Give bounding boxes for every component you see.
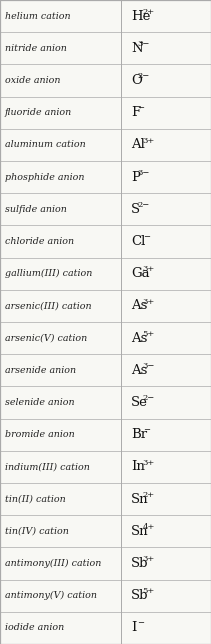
Text: oxide anion: oxide anion bbox=[5, 76, 61, 85]
Text: tin(IV) cation: tin(IV) cation bbox=[5, 527, 69, 536]
Text: −: − bbox=[137, 104, 144, 113]
Text: Sb: Sb bbox=[131, 557, 149, 570]
Text: indium(III) cation: indium(III) cation bbox=[5, 462, 90, 471]
Text: 3−: 3− bbox=[143, 362, 155, 370]
Text: P: P bbox=[131, 171, 140, 184]
Text: 2−: 2− bbox=[137, 72, 149, 80]
Text: 3+: 3+ bbox=[143, 298, 155, 306]
Text: Br: Br bbox=[131, 428, 147, 441]
Text: −: − bbox=[143, 233, 150, 242]
Text: 2−: 2− bbox=[143, 394, 155, 402]
Text: sulfide anion: sulfide anion bbox=[5, 205, 67, 214]
Text: Al: Al bbox=[131, 138, 145, 151]
Text: gallium(III) cation: gallium(III) cation bbox=[5, 269, 92, 278]
Text: Sn: Sn bbox=[131, 493, 149, 506]
Text: iodide anion: iodide anion bbox=[5, 623, 64, 632]
Text: arsenic(V) cation: arsenic(V) cation bbox=[5, 334, 87, 343]
Text: Se: Se bbox=[131, 396, 148, 409]
Text: O: O bbox=[131, 74, 142, 87]
Text: aluminum cation: aluminum cation bbox=[5, 140, 86, 149]
Text: 3−: 3− bbox=[137, 169, 149, 177]
Text: tin(II) cation: tin(II) cation bbox=[5, 495, 66, 504]
Text: 3+: 3+ bbox=[143, 265, 155, 274]
Text: fluoride anion: fluoride anion bbox=[5, 108, 72, 117]
Text: Cl: Cl bbox=[131, 235, 146, 248]
Text: phosphide anion: phosphide anion bbox=[5, 173, 84, 182]
Text: arsenic(III) cation: arsenic(III) cation bbox=[5, 301, 92, 310]
Text: 2−: 2− bbox=[137, 201, 149, 209]
Text: bromide anion: bromide anion bbox=[5, 430, 75, 439]
Text: 3+: 3+ bbox=[143, 555, 155, 564]
Text: 3+: 3+ bbox=[143, 459, 155, 467]
Text: I: I bbox=[131, 621, 137, 634]
Text: 3−: 3− bbox=[137, 40, 149, 48]
Text: selenide anion: selenide anion bbox=[5, 398, 75, 407]
Text: He: He bbox=[131, 10, 151, 23]
Text: As: As bbox=[131, 364, 148, 377]
Text: As: As bbox=[131, 332, 148, 345]
Text: 2+: 2+ bbox=[143, 491, 155, 499]
Text: S: S bbox=[131, 203, 141, 216]
Text: F: F bbox=[131, 106, 141, 119]
Text: 5+: 5+ bbox=[143, 330, 155, 338]
Text: Ga: Ga bbox=[131, 267, 150, 280]
Text: Sn: Sn bbox=[131, 525, 149, 538]
Text: 2+: 2+ bbox=[143, 8, 155, 16]
Text: antimony(III) cation: antimony(III) cation bbox=[5, 559, 101, 568]
Text: arsenide anion: arsenide anion bbox=[5, 366, 76, 375]
Text: antimony(V) cation: antimony(V) cation bbox=[5, 591, 97, 600]
Text: As: As bbox=[131, 299, 148, 312]
Text: 3+: 3+ bbox=[143, 137, 155, 145]
Text: nitride anion: nitride anion bbox=[5, 44, 67, 53]
Text: Sb: Sb bbox=[131, 589, 149, 602]
Text: In: In bbox=[131, 460, 145, 473]
Text: N: N bbox=[131, 42, 143, 55]
Text: 4+: 4+ bbox=[143, 523, 155, 531]
Text: 5+: 5+ bbox=[143, 587, 155, 596]
Text: −: − bbox=[143, 426, 150, 435]
Text: −: − bbox=[137, 620, 144, 628]
Text: helium cation: helium cation bbox=[5, 12, 71, 21]
Text: chloride anion: chloride anion bbox=[5, 237, 74, 246]
